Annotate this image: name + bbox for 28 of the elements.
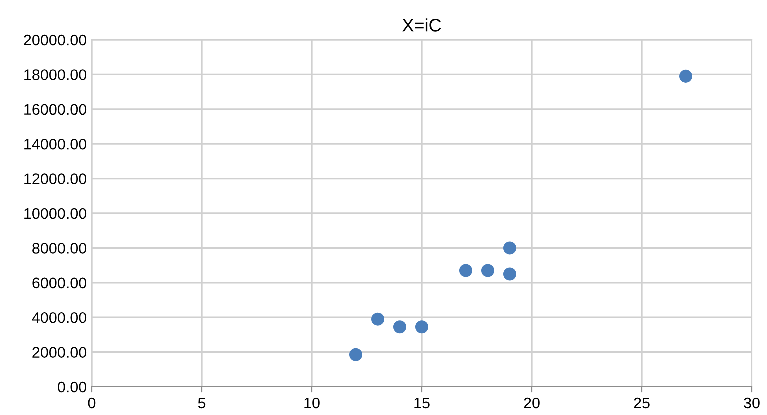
point — [393, 320, 407, 334]
point — [503, 268, 517, 281]
x-tick-label: 25 — [634, 398, 650, 409]
x-tick-label: 10 — [304, 398, 320, 409]
point — [679, 70, 693, 83]
point — [459, 264, 473, 278]
x-tick-label: 30 — [744, 398, 760, 409]
x-tick-label: 5 — [198, 398, 206, 409]
x-tick-label: 0 — [88, 398, 96, 409]
y-tick-label: 14000.00 — [24, 138, 87, 150]
x-tick-label: 20 — [524, 398, 540, 409]
y-tick-label: 4000.00 — [32, 312, 87, 324]
point — [371, 312, 385, 326]
x-tick-label: 15 — [414, 398, 430, 409]
point — [349, 348, 363, 362]
y-tick-label: 12000.00 — [24, 174, 87, 184]
y-tick-label: 6000.00 — [32, 278, 87, 289]
y-tick-label: 16000.00 — [24, 104, 87, 116]
point — [481, 264, 495, 278]
y-tick-label: 10000.00 — [24, 208, 87, 220]
y-tick-label: 2000.00 — [32, 347, 87, 358]
point — [503, 242, 517, 255]
y-tick-label: 18000.00 — [24, 70, 87, 80]
point — [415, 320, 429, 334]
y-tick-label: 0.00 — [58, 382, 87, 393]
chart-title: X=iC — [402, 18, 442, 32]
y-tick-label: 20000.00 — [24, 34, 87, 46]
y-tick-label: 8000.00 — [32, 243, 87, 254]
